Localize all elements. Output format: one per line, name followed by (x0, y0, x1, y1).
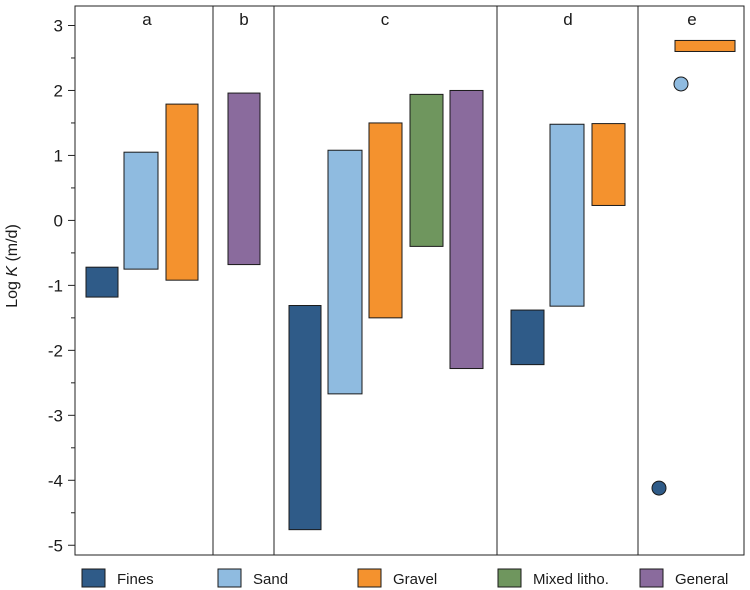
range-bar-c-mixed-litho (409, 93, 444, 247)
legend-label: Fines (117, 571, 154, 588)
point-e-fines (651, 480, 667, 496)
y-tick-label: -2 (48, 341, 63, 360)
legend-swatch-gravel (357, 568, 382, 588)
range-bar-d-sand (549, 123, 585, 307)
panel-label-c: c (381, 10, 390, 29)
legend-swatch-fines (81, 568, 106, 588)
range-bar-c-sand (327, 149, 363, 395)
y-tick-label: 1 (54, 146, 63, 165)
range-bar-a-sand (123, 151, 159, 270)
panel-label-b: b (239, 10, 248, 29)
legend: Fines Sand Gravel Mixed litho. General (81, 568, 728, 588)
range-bar-a-fines (85, 266, 119, 298)
legend-swatch-sand (217, 568, 242, 588)
panels: a b c d e (142, 6, 697, 555)
range-bar-c-general (449, 89, 484, 370)
range-bar-e-gravel (674, 39, 736, 52)
legend-label: Gravel (393, 571, 437, 588)
y-tick-label: -4 (48, 471, 63, 490)
y-tick-label: -3 (48, 406, 63, 425)
range-bar-a-gravel (165, 103, 199, 281)
range-bar-d-gravel (591, 123, 626, 206)
point-e-sand (673, 76, 689, 92)
y-tick-label: -1 (48, 276, 63, 295)
legend-label: Mixed litho. (533, 571, 609, 588)
y-axis: -5 -4 -3 -2 -1 0 1 2 3 (48, 5, 745, 556)
y-tick-label: 3 (54, 16, 63, 35)
range-bar-d-fines (510, 309, 545, 366)
range-bars (85, 39, 736, 531)
y-tick-label: 2 (54, 81, 63, 100)
y-tick-label: 0 (54, 211, 63, 230)
range-bar-c-fines (288, 305, 322, 531)
plot-frame (74, 5, 745, 556)
legend-label: Sand (253, 571, 288, 588)
panel-label-d: d (563, 10, 572, 29)
panel-label-e: e (687, 10, 696, 29)
range-bar-c-gravel (368, 122, 403, 319)
legend-swatch-mixed-litho (497, 568, 522, 588)
range-bar-b-general (227, 92, 261, 266)
panel-label-a: a (142, 10, 152, 29)
y-tick-label: -5 (48, 536, 63, 555)
y-axis-title: Log K (m/d) (4, 224, 21, 308)
legend-swatch-general (639, 568, 664, 588)
legend-label: General (675, 571, 728, 588)
